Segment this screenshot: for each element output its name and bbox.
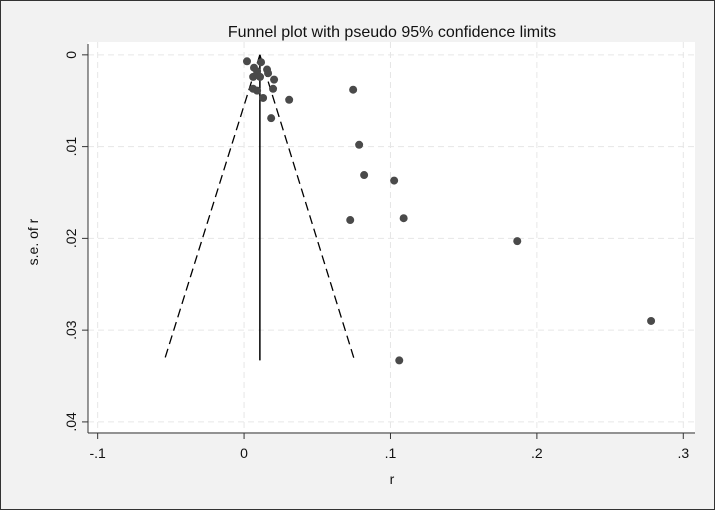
data-point: [647, 316, 656, 325]
data-point: [264, 69, 273, 78]
data-point: [360, 171, 369, 180]
y-tick-label: .02: [63, 228, 79, 248]
lower-confidence-limit: [163, 54, 261, 361]
data-point: [269, 84, 278, 93]
y-tick-label: .01: [63, 137, 79, 157]
data-point: [242, 57, 251, 66]
upper-confidence-limit: [259, 54, 356, 361]
data-point: [253, 86, 262, 95]
data-point: [257, 58, 266, 67]
data-point: [267, 114, 276, 123]
data-point: [256, 72, 265, 81]
data-point: [349, 85, 358, 94]
data-point: [395, 356, 404, 365]
chart-title: Funnel plot with pseudo 95% confidence l…: [228, 24, 556, 41]
x-tick-label: -.1: [89, 445, 106, 461]
data-point: [346, 216, 355, 225]
x-axis-label: r: [390, 471, 395, 487]
y-tick-label: 0: [63, 51, 79, 59]
data-point: [270, 75, 279, 84]
data-point: [355, 140, 364, 149]
data-point: [390, 176, 399, 185]
y-tick-label: .04: [63, 412, 79, 432]
plot-area: [88, 42, 695, 432]
data-point: [249, 72, 258, 81]
x-tick-label: .3: [677, 445, 689, 461]
data-point: [513, 237, 522, 246]
data-point: [399, 214, 408, 223]
x-tick-label: .2: [531, 445, 543, 461]
y-tick-label: .03: [63, 320, 79, 340]
x-tick-label: .1: [385, 445, 397, 461]
data-point: [285, 95, 294, 104]
x-tick-label: 0: [240, 445, 248, 461]
y-axis-label: s.e. of r: [25, 218, 41, 265]
data-point: [259, 93, 268, 102]
